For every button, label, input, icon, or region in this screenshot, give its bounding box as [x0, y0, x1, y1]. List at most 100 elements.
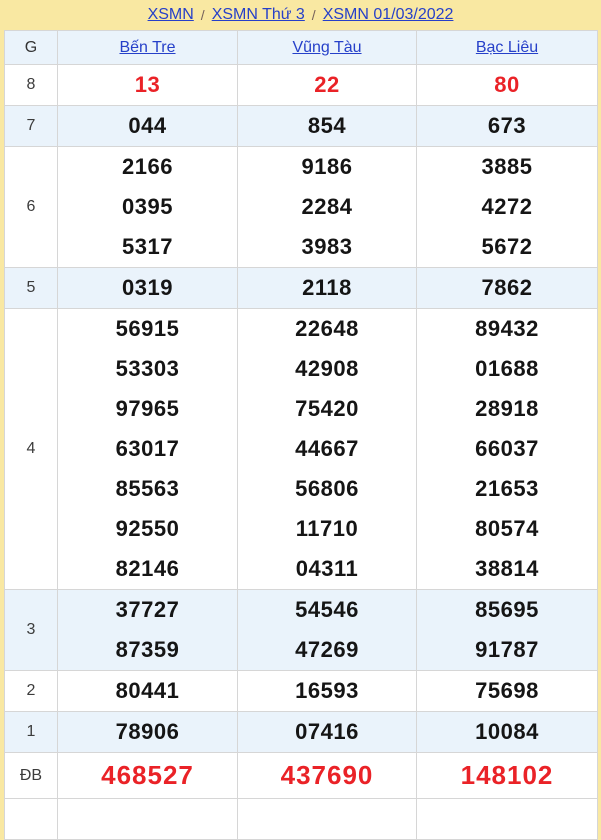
- prize-number: 22: [314, 72, 340, 97]
- result-cell: 89432 01688 28918 66037 21653 80574 3881…: [416, 308, 598, 590]
- result-cell: 044: [57, 105, 238, 147]
- prize-label: 4: [4, 308, 58, 590]
- prize-label: 1: [4, 711, 58, 753]
- prize-number: 4272: [481, 194, 533, 219]
- prize-number: 91787: [475, 637, 539, 662]
- prize-number: 437690: [280, 760, 374, 790]
- column-header-bac-lieu: Bạc Liêu: [416, 30, 598, 65]
- result-cell: 673: [416, 105, 598, 147]
- result-cell: 468527: [57, 752, 238, 799]
- prize-number: 22648: [295, 316, 359, 341]
- prize-number: 85563: [115, 476, 180, 501]
- prize-number: 78906: [115, 719, 180, 744]
- prize-label: ĐB: [4, 752, 58, 799]
- prize-label: 7: [4, 105, 58, 147]
- result-cell: 148102: [416, 752, 598, 799]
- prize-number: 9186: [301, 154, 353, 179]
- table-row-prize-1: 1 78906 07416 10084: [4, 711, 598, 753]
- prize-number: 38814: [475, 556, 539, 581]
- prize-label: 5: [4, 267, 58, 309]
- prize-number: 53303: [115, 356, 180, 381]
- prize-label: 8: [4, 64, 58, 106]
- breadcrumb: XSMN / XSMN Thứ 3 / XSMN 01/03/2022: [0, 0, 601, 30]
- table-row-prize-4: 4 56915 53303 97965 63017 85563 92550 82…: [4, 308, 598, 590]
- prize-number: 04311: [295, 556, 359, 581]
- prize-number: 148102: [460, 760, 554, 790]
- prize-number: 5317: [122, 234, 173, 259]
- prize-number: 673: [487, 113, 527, 138]
- prize-label: 2: [4, 670, 58, 712]
- prize-number: 80574: [475, 516, 539, 541]
- result-cell: 7862: [416, 267, 598, 309]
- breadcrumb-link-xsmn-thu-3[interactable]: XSMN Thứ 3: [211, 6, 305, 23]
- prize-number: 75420: [295, 396, 359, 421]
- prize-number: 54546: [295, 597, 359, 622]
- prize-number: 0395: [122, 194, 173, 219]
- prize-number: 01688: [475, 356, 539, 381]
- prize-number: 11710: [295, 516, 359, 541]
- prize-number: 2166: [122, 154, 173, 179]
- result-cell: 75698: [416, 670, 598, 712]
- empty-cell: [237, 798, 417, 840]
- prize-number: 13: [134, 72, 161, 97]
- province-link-ben-tre[interactable]: Bến Tre: [119, 38, 176, 56]
- prize-number: 66037: [475, 436, 539, 461]
- result-cell: 0319: [57, 267, 238, 309]
- prize-label: 3: [4, 589, 58, 671]
- prize-number: 044: [128, 113, 167, 138]
- table-row-prize-6: 6 2166 0395 5317 9186 2284 3983 3885 427…: [4, 146, 598, 268]
- result-cell: 56915 53303 97965 63017 85563 92550 8214…: [57, 308, 238, 590]
- table-header-row: G Bến Tre Vũng Tàu Bạc Liêu: [4, 30, 598, 65]
- prize-number: 89432: [475, 316, 539, 341]
- province-link-vung-tau[interactable]: Vũng Tàu: [292, 38, 362, 56]
- prize-number: 10084: [475, 719, 539, 744]
- result-cell: 437690: [237, 752, 417, 799]
- prize-number: 44667: [295, 436, 359, 461]
- table-row-next-section: [4, 798, 598, 840]
- prize-number: 37727: [115, 597, 180, 622]
- result-cell: 54546 47269: [237, 589, 417, 671]
- result-cell: 22: [237, 64, 417, 106]
- lottery-results-table: G Bến Tre Vũng Tàu Bạc Liêu 8 13 22 80 7…: [4, 30, 598, 840]
- table-row-prize-2: 2 80441 16593 75698: [4, 670, 598, 712]
- table-row-prize-7: 7 044 854 673: [4, 105, 598, 147]
- result-cell: 854: [237, 105, 417, 147]
- province-link-bac-lieu[interactable]: Bạc Liêu: [475, 38, 539, 56]
- prize-number: 2118: [302, 275, 352, 300]
- prize-number: 47269: [295, 637, 359, 662]
- prize-number: 92550: [115, 516, 180, 541]
- prize-number: 16593: [295, 678, 359, 703]
- result-cell: 22648 42908 75420 44667 56806 11710 0431…: [237, 308, 417, 590]
- prize-number: 75698: [475, 678, 539, 703]
- prize-number: 21653: [475, 476, 539, 501]
- table-row-prize-db: ĐB 468527 437690 148102: [4, 752, 598, 799]
- result-cell: 85695 91787: [416, 589, 598, 671]
- result-cell: 13: [57, 64, 238, 106]
- breadcrumb-link-xsmn-date[interactable]: XSMN 01/03/2022: [322, 6, 454, 23]
- breadcrumb-link-xsmn[interactable]: XSMN: [147, 6, 194, 23]
- prize-number: 87359: [115, 637, 180, 662]
- result-cell: 78906: [57, 711, 238, 753]
- prize-number: 56915: [115, 316, 180, 341]
- empty-cell: [57, 798, 238, 840]
- prize-number: 3885: [481, 154, 533, 179]
- result-cell: 80: [416, 64, 598, 106]
- prize-number: 82146: [115, 556, 180, 581]
- prize-label: 6: [4, 146, 58, 268]
- prize-number: 97965: [115, 396, 180, 421]
- prize-number: 854: [307, 113, 347, 138]
- prize-number: 0319: [122, 275, 173, 300]
- prize-number: 56806: [295, 476, 359, 501]
- empty-cell: [4, 798, 58, 840]
- table-row-prize-5: 5 0319 2118 7862: [4, 267, 598, 309]
- prize-number: 468527: [101, 760, 194, 790]
- result-cell: 80441: [57, 670, 238, 712]
- prize-number: 3983: [301, 234, 353, 259]
- prize-number: 85695: [475, 597, 539, 622]
- prize-number: 80: [494, 72, 520, 97]
- table-row-prize-8: 8 13 22 80: [4, 64, 598, 106]
- column-header-ben-tre: Bến Tre: [57, 30, 238, 65]
- table-row-prize-3: 3 37727 87359 54546 47269 85695 91787: [4, 589, 598, 671]
- prize-number: 5672: [481, 234, 533, 259]
- result-cell: 16593: [237, 670, 417, 712]
